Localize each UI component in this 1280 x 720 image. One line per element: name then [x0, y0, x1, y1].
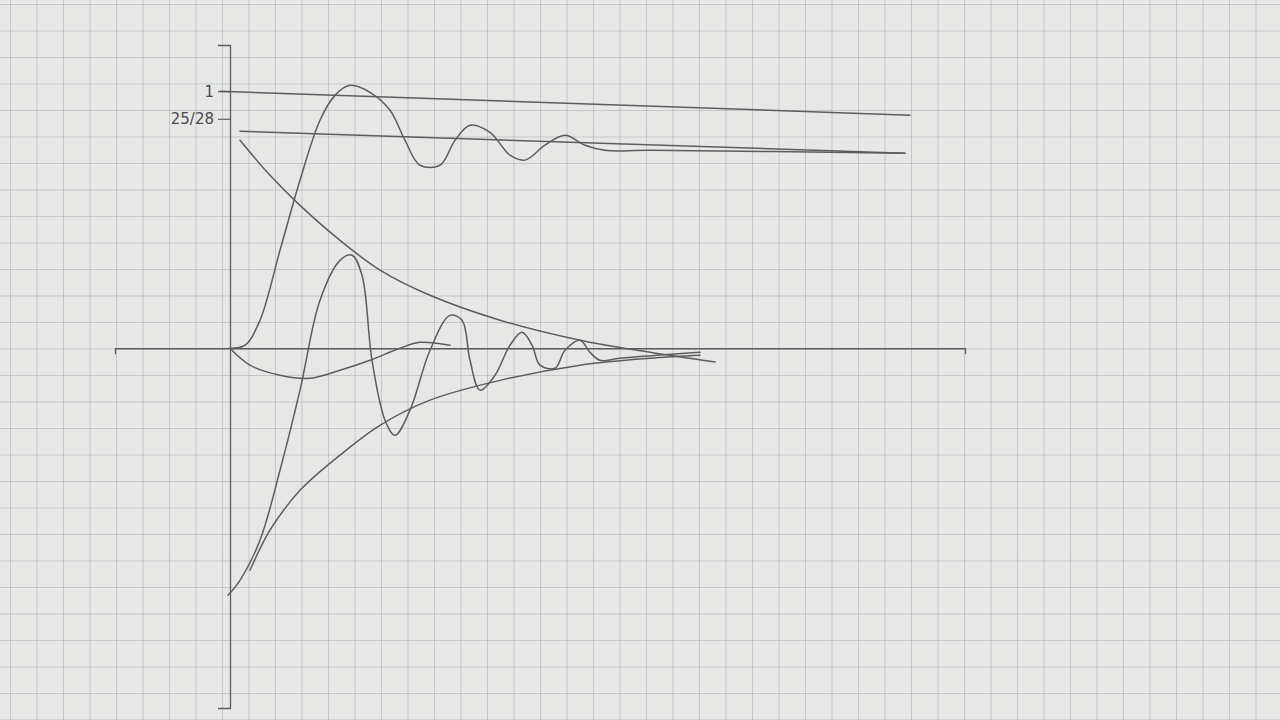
- series-line: [230, 342, 450, 378]
- series-line: [240, 131, 905, 153]
- x-axis: [116, 349, 966, 355]
- series-line: [228, 255, 700, 595]
- y-tick: 25/28: [171, 110, 230, 128]
- chart: 1 25/28: [0, 0, 1280, 720]
- x-axis-line: [116, 349, 966, 355]
- plot-area: [220, 85, 910, 595]
- y-tick-label: 1: [204, 83, 214, 101]
- y-tick-label: 25/28: [171, 110, 214, 128]
- series-line: [240, 140, 715, 362]
- y-tick-mark: [218, 119, 230, 120]
- series-line: [250, 355, 700, 570]
- y-axis: 1 25/28: [171, 46, 231, 709]
- series-line: [230, 85, 905, 348]
- y-axis-line: [218, 46, 231, 709]
